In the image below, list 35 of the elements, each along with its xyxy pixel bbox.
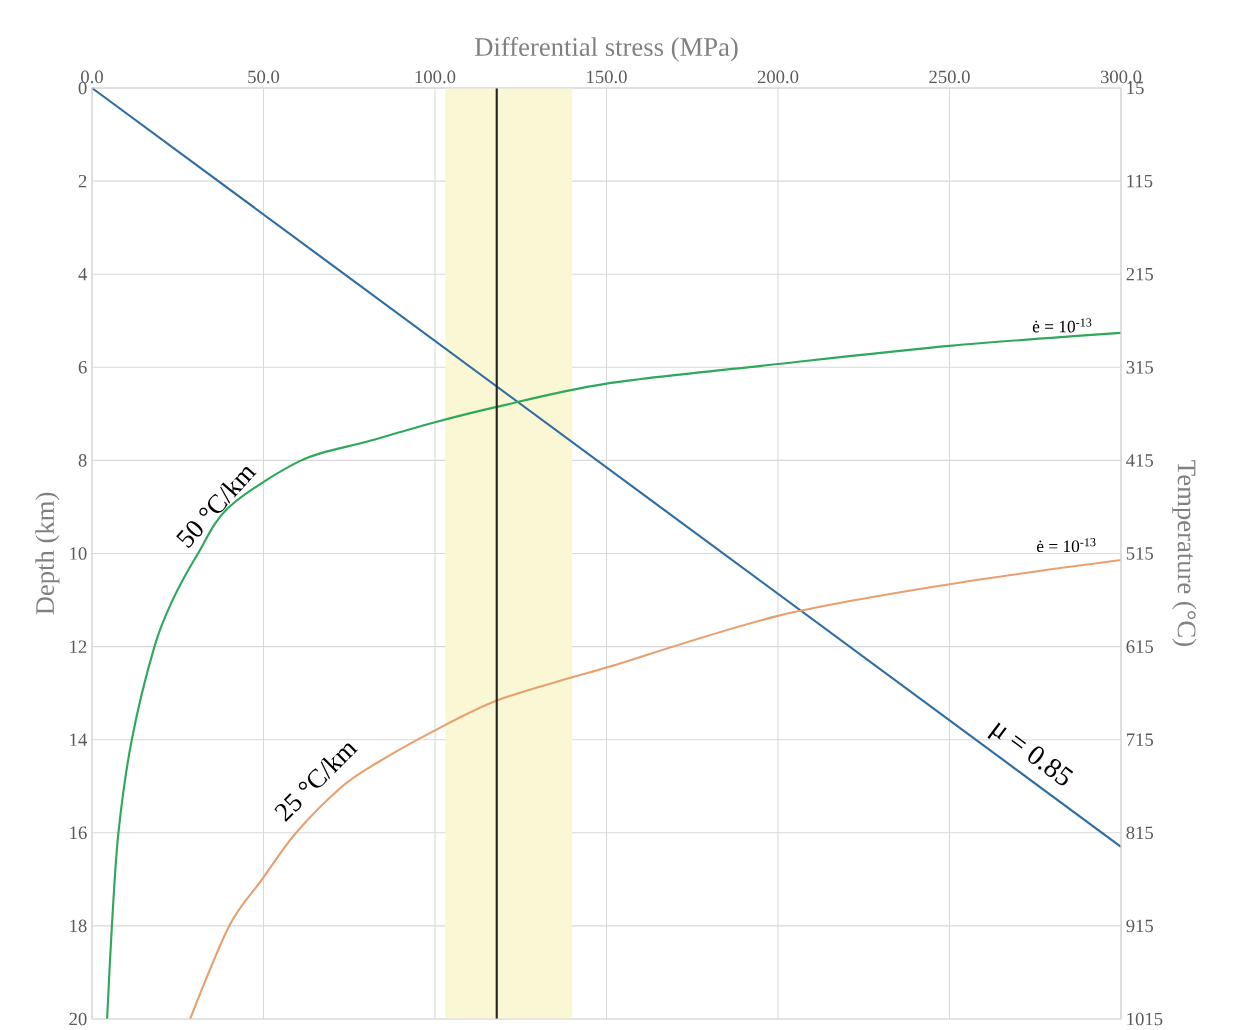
line-series: [106, 331, 1123, 1021]
annotation: μ = 0.85: [987, 722, 1074, 786]
y-tick-label: 14: [70, 733, 88, 746]
y2-tick-label: 415: [1126, 454, 1154, 467]
y-tick-label: 0: [78, 81, 87, 95]
y-tick-label: 12: [70, 640, 87, 653]
y2-tick-label: 815: [1126, 826, 1154, 840]
y-axis-title: Depth (km): [35, 492, 60, 615]
y2-tick-label: 115: [1127, 174, 1153, 188]
annotation: ė = 10$^{-13}$: [1036, 538, 1096, 553]
y2-tick-label: 915: [1126, 919, 1154, 933]
line-series: [189, 559, 1123, 1021]
y2-tick-label: 515: [1126, 547, 1154, 560]
y-tick-label: 20: [69, 1012, 87, 1026]
y2-tick-label: 615: [1126, 640, 1154, 654]
y-tick-label: 16: [70, 826, 87, 840]
y-tick-label: 6: [78, 361, 87, 374]
x-tick-label: 200.0: [757, 70, 799, 84]
y2-tick-label: 1015: [1127, 1012, 1163, 1026]
y2-tick-label: 315: [1126, 361, 1154, 374]
y2-tick-label: 215: [1126, 268, 1154, 281]
y-tick-label: 18: [70, 919, 87, 933]
y-tick-label: 8: [78, 454, 87, 467]
x-tick-label: 100.0: [415, 70, 456, 84]
x-tick-label: 50.0: [248, 70, 280, 84]
y-tick-label: 2: [78, 175, 87, 188]
x-tick-label: 150.0: [587, 70, 627, 84]
y2-axis-title: Temperature (°C): [1172, 460, 1197, 647]
annotation: ė = 10$^{-13}$: [1032, 318, 1092, 333]
x-tick-label: 0.0: [81, 70, 103, 84]
y-tick-label: 4: [78, 268, 88, 281]
x-axis-title: Differential stress (MPa): [474, 37, 738, 62]
y2-tick-label: 715: [1126, 733, 1154, 747]
x-tick-label: 250.0: [929, 70, 970, 84]
y-tick-label: 10: [70, 547, 87, 560]
